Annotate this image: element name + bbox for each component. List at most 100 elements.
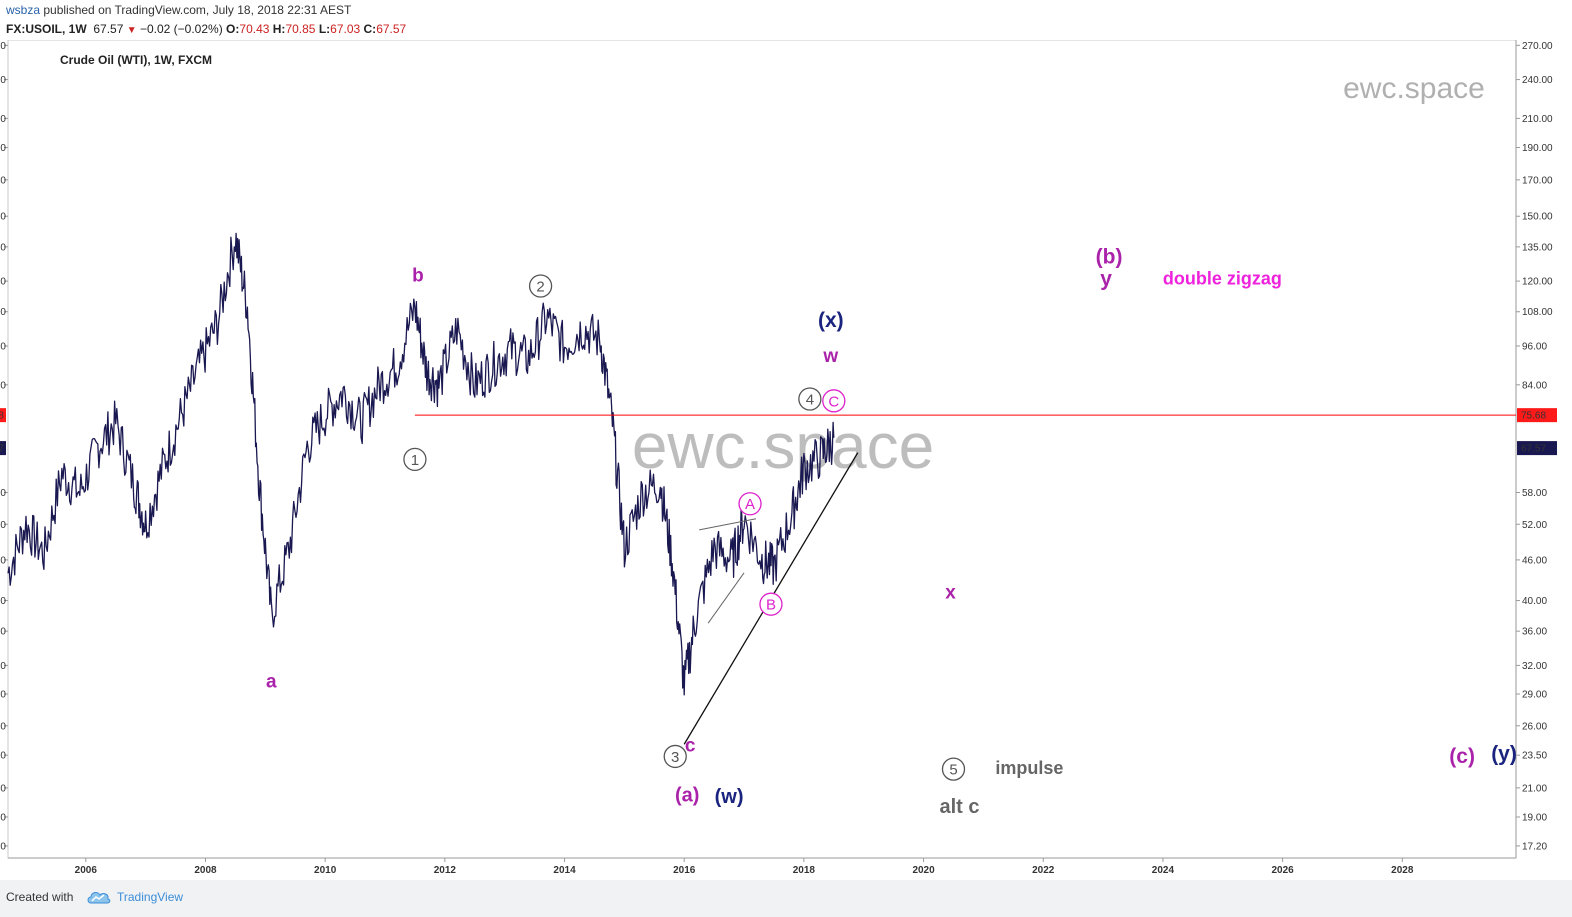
watermark-small: ewc.space <box>1343 72 1485 105</box>
x-tick-label: 2008 <box>194 865 217 876</box>
x-tick-label: 2016 <box>673 865 696 876</box>
y-tick-label-left: 36.00 <box>0 627 6 638</box>
footer-bar: Created with TradingView <box>0 880 1572 917</box>
hline-tag-right-bg <box>1517 408 1557 423</box>
y-tick-label-left: 52.00 <box>0 520 6 531</box>
y-tick-label: 52.00 <box>1522 520 1547 531</box>
wave-label: a <box>266 671 277 692</box>
x-tick-label: 2006 <box>75 865 98 876</box>
wave-label: w <box>822 346 838 367</box>
y-tick-label: 120.00 <box>1522 277 1553 288</box>
y-tick-label: 19.00 <box>1522 812 1547 823</box>
y-tick-label-left: 23.50 <box>0 751 6 762</box>
y-tick-label-left: 46.00 <box>0 555 6 566</box>
y-tick-label: 96.00 <box>1522 341 1547 352</box>
hline-tag-right-label: 75.68 <box>1521 411 1546 422</box>
high-value: 70.85 <box>285 22 316 36</box>
y-tick-label: 108.00 <box>1522 307 1553 318</box>
ohlc-line: FX:USOIL, 1W 67.57 ▼ −0.02 (−0.02%) O:70… <box>6 22 406 36</box>
triangle-upper-line <box>699 518 757 531</box>
tradingview-cloud-icon[interactable] <box>86 889 112 905</box>
x-tick-label: 2018 <box>793 865 816 876</box>
wave-label: b <box>412 265 424 286</box>
wave-label: (c) <box>1449 745 1475 768</box>
wave-circle <box>798 387 822 411</box>
y-tick-label: 23.50 <box>1522 751 1547 762</box>
down-triangle-icon: ▼ <box>126 25 137 36</box>
wave-circle-label: A <box>745 496 755 513</box>
x-tick-label: 2020 <box>912 865 935 876</box>
wave-circle <box>759 592 783 616</box>
last-price-tag-left-label: 67.57 <box>0 444 4 455</box>
wave-circle <box>663 744 687 769</box>
x-axis: 2006 2008 2010 2012 2014 2016 2018 2020 2022 2024… <box>75 858 1414 876</box>
y-tick-label-left: 19.00 <box>0 812 6 823</box>
y-tick-label-left: 120.00 <box>0 277 6 288</box>
y-tick-label: 26.00 <box>1522 721 1547 732</box>
change-value: −0.02 (−0.02%) <box>139 22 223 36</box>
wave-circle <box>738 492 762 516</box>
wave-label: (b) <box>1096 245 1123 268</box>
y-tick-label: 84.00 <box>1522 380 1547 391</box>
y-tick-label-left: 150.00 <box>0 212 6 223</box>
wave-label: alt c <box>939 796 979 818</box>
x-tick-label: 2022 <box>1032 865 1055 876</box>
wave-label: y <box>1100 267 1112 290</box>
y-tick-label: 58.00 <box>1522 488 1547 499</box>
wave-circle <box>403 447 427 472</box>
y-tick-label-left: 135.00 <box>0 242 6 253</box>
open-value: 70.43 <box>239 22 270 36</box>
wave-circle-label: C <box>828 393 839 410</box>
y-tick-label: 29.00 <box>1522 690 1547 701</box>
wave-circle-label: 4 <box>806 392 814 409</box>
y-tick-label: 210.00 <box>1522 114 1553 125</box>
y-tick-label-left: 40.00 <box>0 596 6 607</box>
price-value: 67.57 <box>93 22 124 36</box>
y-tick-label-left: 17.20 <box>0 841 6 852</box>
wave-label: impulse <box>995 758 1063 778</box>
wave-annotations: a b c (a) (w) (x) w x (b)y double zigzag (c) (y) imp… <box>266 245 1517 818</box>
x-tick-label: 2026 <box>1271 865 1294 876</box>
y-tick-label: 21.00 <box>1522 783 1547 794</box>
x-tick-label: 2010 <box>314 865 337 876</box>
last-price-tag-right-label: 67.57 <box>1521 444 1546 455</box>
wave-circle-label: 3 <box>671 749 679 766</box>
author-link[interactable]: wsbza <box>6 3 41 17</box>
x-tick-label: 2024 <box>1152 865 1175 876</box>
y-tick-label: 170.00 <box>1522 175 1553 186</box>
y-tick-label: 32.00 <box>1522 661 1547 672</box>
wave-circle-label: B <box>766 597 776 614</box>
plot-area <box>7 39 1517 859</box>
y-axis: 17.20 17.20 19.00 19.00 21.00 21.00 23.50 23.50… <box>0 41 1557 852</box>
price-series <box>7 232 835 696</box>
y-tick-label-left: 21.00 <box>0 783 6 794</box>
wave-circle-label: 2 <box>536 278 544 295</box>
publish-text: published on TradingView.com, July 18, 2… <box>43 3 352 17</box>
y-tick-label: 46.00 <box>1522 555 1547 566</box>
wave-label: double zigzag <box>1163 269 1282 289</box>
y-tick-label-left: 29.00 <box>0 690 6 701</box>
close-label: C: <box>363 22 377 36</box>
symbol-label: FX:USOIL, 1W <box>6 22 87 36</box>
y-tick-label: 190.00 <box>1522 143 1553 154</box>
last-price-tag-right-bg <box>1517 441 1557 456</box>
publish-info: wsbza published on TradingView.com, July… <box>6 3 351 17</box>
wave-circle-label: 1 <box>411 452 419 469</box>
y-tick-label-left: 32.00 <box>0 661 6 672</box>
tradingview-link[interactable]: TradingView <box>117 890 184 904</box>
y-tick-label: 240.00 <box>1522 75 1553 86</box>
y-tick-label-left: 210.00 <box>0 114 6 125</box>
triangle-lower-line <box>707 572 745 624</box>
y-tick-label: 17.20 <box>1522 841 1547 852</box>
y-tick-label: 150.00 <box>1522 212 1553 223</box>
wave-label: (x) <box>818 309 844 332</box>
open-label: O: <box>226 22 240 36</box>
close-value: 67.57 <box>376 22 407 36</box>
y-tick-label-left: 96.00 <box>0 341 6 352</box>
x-tick-label: 2012 <box>434 865 457 876</box>
chart-title: Crude Oil (WTI), 1W, FXCM <box>60 53 212 67</box>
wave-circle <box>941 757 966 781</box>
y-tick-label-left: 108.00 <box>0 307 6 318</box>
x-tick-label: 2028 <box>1391 865 1414 876</box>
